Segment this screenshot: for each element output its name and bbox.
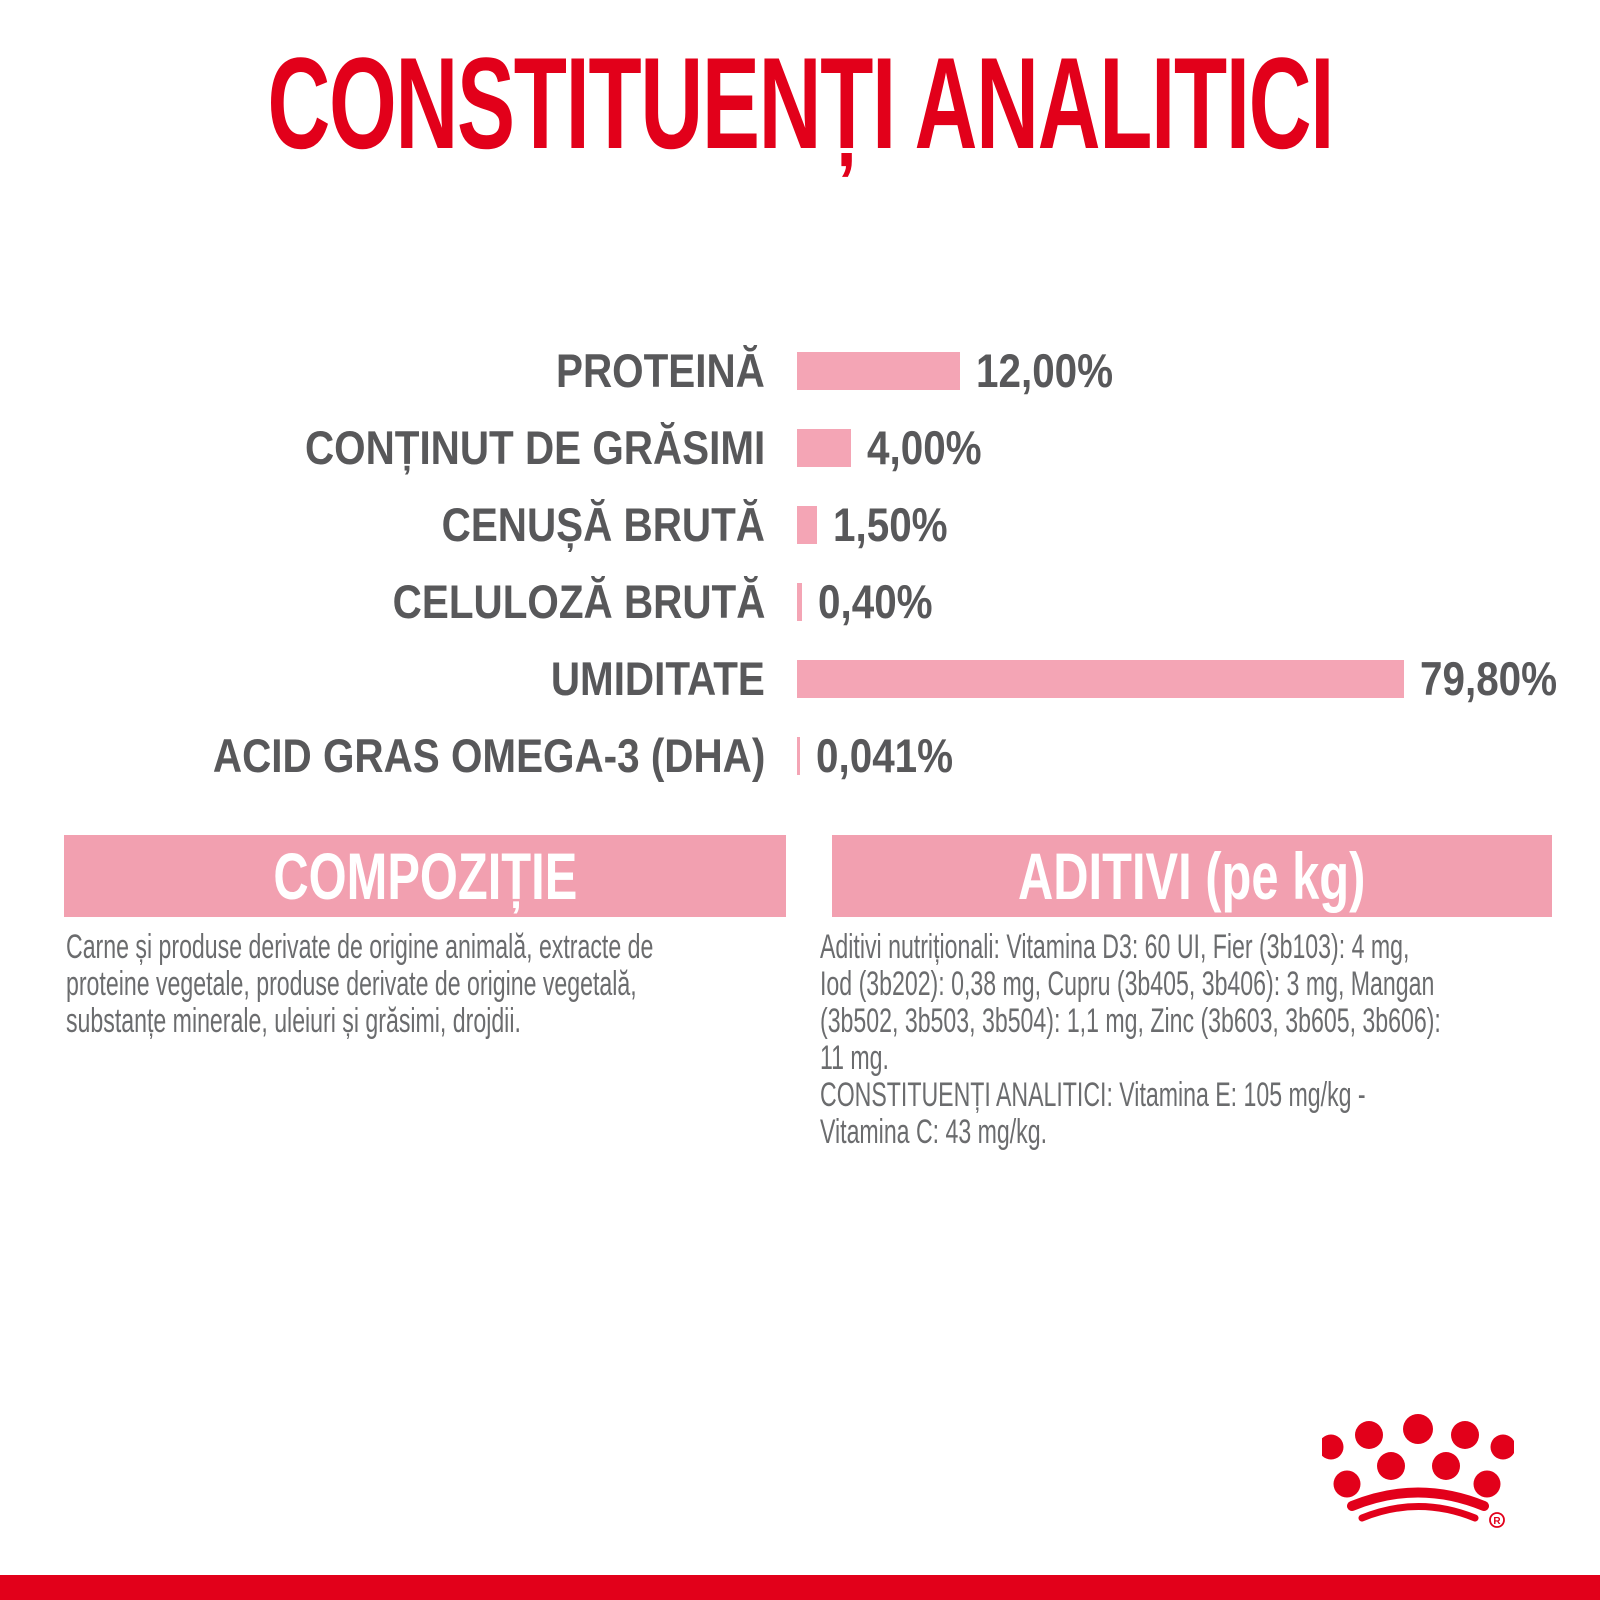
additives-header-label: ADITIVI (pe kg) [1018, 839, 1366, 913]
crown-dots [1322, 1414, 1514, 1498]
chart-row: CONȚINUT DE GRĂSIMI 4,00% [0, 409, 1600, 486]
text-line: Carne și produse derivate de origine ani… [66, 928, 654, 966]
chart-category-label: UMIDITATE [550, 652, 765, 705]
chart-row: PROTEINĂ 12,00% [0, 332, 1600, 409]
composition-text: Carne și produse derivate de origine ani… [66, 929, 788, 1040]
royal-canin-crown-logo: R [1322, 1414, 1514, 1528]
page-title: CONSTITUENȚI ANALITICI [267, 30, 1334, 176]
registered-trademark-icon: R [1489, 1512, 1505, 1528]
text-line: CONSTITUENȚI ANALITICI: Vitamina E: 105 … [820, 1076, 1366, 1114]
chart-bar [797, 428, 851, 467]
svg-text:R: R [1493, 1516, 1501, 1527]
chart-row: CENUȘĂ BRUTĂ 1,50% [0, 486, 1600, 563]
text-line: substanțe minerale, uleiuri și grăsimi, … [66, 1002, 521, 1040]
chart-value-label: 12,00% [976, 344, 1114, 397]
chart-value-label: 0,40% [818, 575, 933, 628]
chart-row: ACID GRAS OMEGA-3 (DHA) 0,041% [0, 717, 1600, 794]
chart-category-label: ACID GRAS OMEGA-3 (DHA) [212, 729, 765, 782]
chart-category-label: PROTEINĂ [556, 344, 765, 397]
chart-bar [797, 351, 960, 390]
text-line: Aditivi nutriționali: Vitamina D3: 60 UI… [820, 928, 1410, 966]
chart-value-label: 0,041% [816, 729, 954, 782]
composition-header-band: COMPOZIȚIE [64, 835, 786, 917]
chart-value-label: 1,50% [833, 498, 948, 551]
chart-bar [797, 505, 817, 544]
chart-category-label: CENUȘĂ BRUTĂ [441, 498, 765, 551]
additives-text: Aditivi nutriționali: Vitamina D3: 60 UI… [820, 929, 1552, 1151]
chart-row: CELULOZĂ BRUTĂ 0,40% [0, 563, 1600, 640]
chart-value-label: 79,80% [1420, 652, 1558, 705]
composition-header-label: COMPOZIȚIE [273, 839, 577, 913]
chart-row: UMIDITATE 79,80% [0, 640, 1600, 717]
chart-bar [797, 582, 802, 621]
chart-bar [797, 736, 800, 775]
crown-arcs [1347, 1487, 1489, 1522]
chart-bar [797, 659, 1404, 698]
text-line: proteine vegetale, produse derivate de o… [66, 965, 637, 1003]
additives-header-band: ADITIVI (pe kg) [832, 835, 1552, 917]
text-line: Vitamina C: 43 mg/kg. [820, 1113, 1048, 1151]
chart-value-label: 4,00% [867, 421, 982, 474]
analytical-constituents-bar-chart: PROTEINĂ 12,00% CONȚINUT DE GRĂSIMI 4,00% CE… [0, 332, 1600, 794]
text-line: 11 mg. [820, 1039, 889, 1077]
text-line: (3b502, 3b503, 3b504): 1,1 mg, Zinc (3b6… [820, 1002, 1441, 1040]
chart-category-label: CELULOZĂ BRUTĂ [392, 575, 765, 628]
chart-category-label: CONȚINUT DE GRĂSIMI [304, 421, 765, 474]
text-line: Iod (3b202): 0,38 mg, Cupru (3b405, 3b40… [820, 965, 1435, 1003]
footer-red-strip [0, 1575, 1600, 1600]
